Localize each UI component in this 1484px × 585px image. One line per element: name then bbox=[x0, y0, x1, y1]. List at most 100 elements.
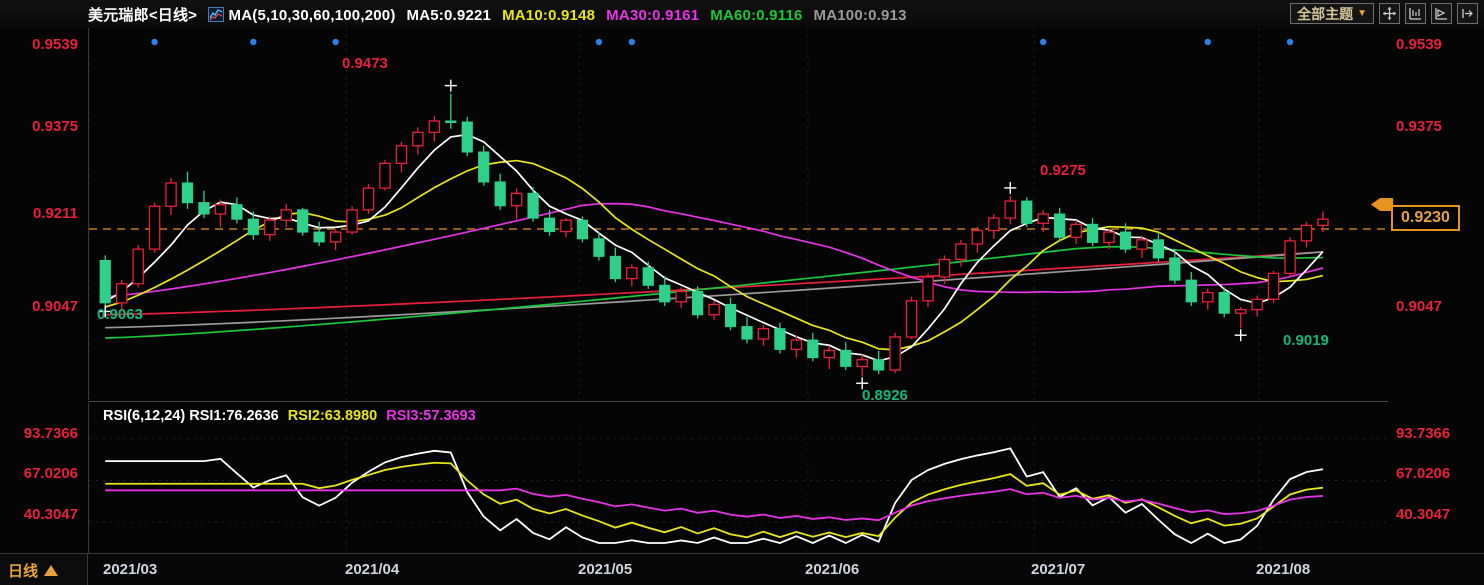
ma-chart-icon[interactable] bbox=[207, 6, 224, 22]
price-axis-right: 0.9539 0.9375 0.9047 0.9230 bbox=[1370, 28, 1484, 400]
fit-width-icon[interactable] bbox=[1431, 3, 1452, 24]
rsi-legend: RSI(6,12,24) RSI1:76.2636 RSI2:63.8980 RSI… bbox=[103, 408, 476, 424]
candlestick bbox=[856, 354, 868, 377]
fit-height-icon[interactable] bbox=[1405, 3, 1426, 24]
candlestick bbox=[1086, 218, 1099, 247]
price-tick-left-0: 0.9539 bbox=[32, 36, 78, 53]
rsi-plot-area[interactable]: RSI(6,12,24) RSI1:76.2636 RSI2:63.8980 RSI… bbox=[88, 403, 1388, 553]
candlestick bbox=[510, 188, 523, 220]
candlestick bbox=[1234, 307, 1247, 329]
rsi3-value: RSI3:57.3693 bbox=[386, 408, 476, 424]
candlestick bbox=[889, 332, 901, 374]
candlestick bbox=[609, 247, 621, 283]
candlestick bbox=[181, 171, 194, 209]
crosshair-move-icon[interactable] bbox=[1379, 3, 1400, 24]
period-selector-button[interactable]: 日线 bbox=[0, 554, 88, 585]
rsi-tick-left-2: 40.3047 bbox=[23, 506, 78, 523]
candlestick bbox=[527, 187, 539, 222]
candlestick bbox=[741, 317, 753, 344]
candlestick bbox=[99, 255, 111, 306]
candlestick bbox=[675, 287, 687, 309]
candlestick bbox=[642, 261, 654, 289]
price-annotation-2: 0.9275 bbox=[1040, 162, 1086, 179]
rsi-axis-left: 93.7366 67.0206 40.3047 bbox=[0, 403, 86, 553]
price-tick-left-1: 0.9375 bbox=[32, 118, 78, 135]
candlestick bbox=[1136, 235, 1148, 258]
candlestick bbox=[823, 345, 836, 369]
candlestick bbox=[412, 127, 424, 155]
period-selector-label: 日线 bbox=[8, 562, 39, 580]
triangle-up-icon bbox=[44, 564, 59, 576]
rsi-tick-left-1: 67.0206 bbox=[23, 465, 78, 482]
chart-header: 美元瑞郎<日线> MA(5,10,30,60,100,200) MA5:0.922… bbox=[0, 0, 1484, 28]
shift-right-icon[interactable] bbox=[1457, 3, 1478, 24]
price-annotation-4: 0.9019 bbox=[1283, 332, 1329, 349]
candlestick bbox=[165, 177, 177, 216]
candlestick bbox=[1004, 195, 1017, 225]
header-toolbar: 全部主题 ▼ bbox=[1290, 3, 1478, 24]
candlestick bbox=[461, 116, 473, 157]
candlestick bbox=[692, 286, 704, 319]
candlestick bbox=[428, 115, 441, 142]
chart-title-bar: 美元瑞郎<日线> MA(5,10,30,60,100,200) MA5:0.922… bbox=[88, 4, 907, 25]
symbol-name: 美元瑞郎 bbox=[88, 6, 149, 24]
candlestick bbox=[576, 216, 589, 243]
price-tag-arrow-icon bbox=[1370, 198, 1394, 211]
candlestick bbox=[214, 199, 227, 227]
candlestick bbox=[593, 232, 605, 261]
price-annotation-1: 0.9063 bbox=[97, 306, 143, 323]
ma10-value: MA10:0.9148 bbox=[502, 6, 596, 24]
chevron-down-icon: ▼ bbox=[1357, 7, 1367, 19]
candlestick bbox=[938, 255, 951, 284]
period-tag: <日线> bbox=[148, 6, 198, 24]
rsi-tick-right-1: 67.0206 bbox=[1396, 465, 1451, 482]
price-annotation-0: 0.9473 bbox=[342, 55, 388, 72]
rsi-tick-right-0: 93.7366 bbox=[1396, 425, 1451, 442]
candlestick bbox=[1284, 237, 1296, 278]
rsi-axis-right: 93.7366 67.0206 40.3047 bbox=[1388, 403, 1484, 553]
time-tick-1: 2021/04 bbox=[345, 561, 400, 578]
candlestick bbox=[840, 342, 852, 371]
candlestick bbox=[346, 206, 358, 235]
ma60-value: MA60:0.9116 bbox=[710, 6, 803, 24]
candlestick bbox=[280, 203, 292, 227]
candlestick bbox=[757, 325, 770, 346]
theme-selector-dropdown[interactable]: 全部主题 ▼ bbox=[1290, 3, 1374, 24]
candlestick bbox=[494, 173, 506, 210]
candlestick bbox=[708, 300, 720, 320]
candlestick bbox=[198, 190, 210, 219]
price-tick-right-2: 0.9047 bbox=[1396, 298, 1442, 315]
candlestick bbox=[313, 221, 325, 247]
candlestick bbox=[774, 322, 786, 354]
rsi2-value: RSI2:63.8980 bbox=[287, 408, 378, 424]
theme-selector-label: 全部主题 bbox=[1297, 5, 1354, 22]
ma-parameters-label: MA(5,10,30,60,100,200) bbox=[228, 6, 396, 24]
candlestick bbox=[790, 335, 803, 358]
current-price-tag: 0.9230 bbox=[1391, 205, 1460, 231]
candlestick bbox=[297, 207, 309, 236]
price-plot-area[interactable] bbox=[88, 28, 1388, 400]
time-tick-4: 2021/07 bbox=[1031, 561, 1086, 578]
candlestick bbox=[231, 197, 243, 224]
candlestick bbox=[1218, 287, 1230, 318]
ma100-value: MA100:0.913 bbox=[813, 6, 907, 24]
candlestick bbox=[379, 159, 391, 191]
candlestick bbox=[873, 350, 885, 375]
candlestick bbox=[247, 211, 259, 240]
rsi-chart-svg bbox=[89, 429, 1388, 553]
candlestick bbox=[329, 229, 342, 251]
price-tick-right-1: 0.9375 bbox=[1396, 118, 1442, 135]
candlestick bbox=[955, 239, 967, 267]
candlestick bbox=[478, 145, 490, 186]
candlestick bbox=[1152, 232, 1164, 262]
candlestick bbox=[395, 141, 408, 173]
candlestick bbox=[132, 245, 144, 288]
time-axis: 日线 2021/03 2021/04 2021/05 2021/06 2021/07 20… bbox=[0, 553, 1484, 585]
price-tick-left-3: 0.9047 bbox=[32, 298, 78, 315]
candlestick bbox=[1185, 271, 1197, 306]
time-tick-3: 2021/06 bbox=[805, 561, 860, 578]
candlestick bbox=[626, 264, 638, 287]
candlestick bbox=[445, 93, 457, 129]
time-tick-0: 2021/03 bbox=[103, 561, 158, 578]
price-tick-left-2: 0.9211 bbox=[32, 205, 78, 222]
